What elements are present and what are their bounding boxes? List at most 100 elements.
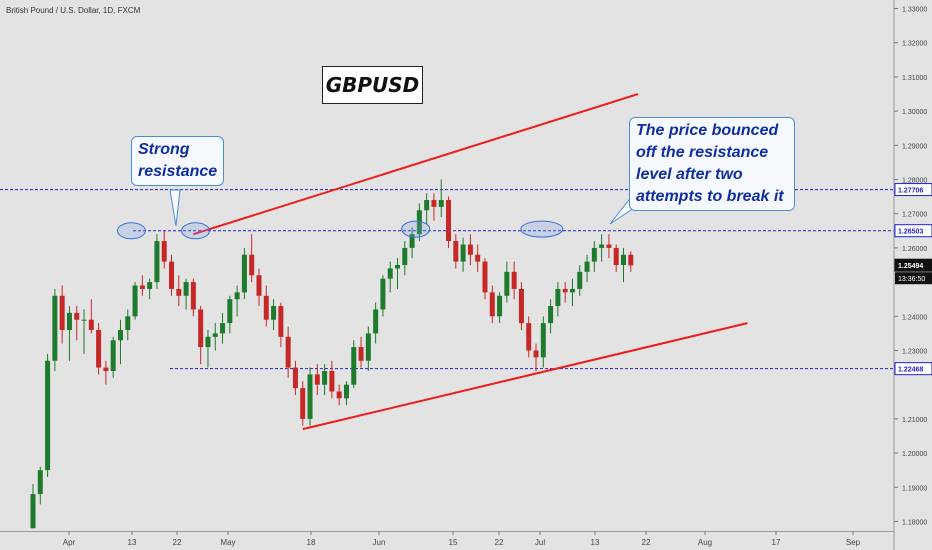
bull-candle	[117, 329, 123, 341]
bear-candle	[628, 254, 634, 266]
bear-candle	[176, 288, 182, 296]
bear-candle	[526, 323, 532, 351]
bear-candle	[329, 371, 335, 392]
bull-candle	[548, 306, 554, 324]
bear-candle	[292, 367, 298, 389]
y-tick-label: 1.31000	[902, 75, 927, 82]
y-tick-label: 1.18000	[902, 519, 927, 526]
bull-candle	[37, 470, 43, 495]
bull-candle	[380, 278, 386, 310]
bounce-callout-line: level after two	[636, 166, 743, 183]
bear-candle	[467, 244, 473, 255]
price-label-box	[894, 224, 932, 238]
bear-candle	[562, 288, 568, 293]
x-tick-label: Jun	[373, 538, 386, 547]
bear-candle	[59, 295, 65, 330]
bull-candle	[409, 234, 415, 248]
bull-candle	[30, 494, 36, 529]
y-tick-label: 1.30000	[902, 109, 927, 116]
bear-candle	[482, 261, 488, 293]
bear-candle	[453, 241, 459, 262]
bull-candle	[351, 347, 357, 385]
resistance-touch-ellipse	[116, 222, 146, 240]
x-tick-label: 15	[449, 538, 458, 547]
price-label-box	[894, 183, 932, 197]
bear-candle	[96, 329, 102, 368]
bull-candle	[591, 247, 597, 262]
x-tick-label: 22	[173, 538, 182, 547]
price-label-box	[894, 258, 932, 272]
bear-candle	[606, 244, 612, 248]
bull-candle	[322, 371, 328, 385]
resistance-touch-ellipse	[401, 220, 431, 238]
bull-candle	[577, 271, 583, 289]
symbol-label: British Pound / U.S. Dollar, 1D, FXCM	[6, 6, 141, 15]
price-label-text: 1.25494	[898, 263, 923, 270]
x-tick-label: 22	[642, 538, 651, 547]
price-label-text: 1.26503	[898, 229, 923, 236]
bear-candle	[446, 200, 452, 242]
bear-candle	[74, 312, 80, 320]
resistance-callout-line: resistance	[138, 163, 218, 180]
bear-candle	[285, 336, 291, 368]
bear-candle	[103, 367, 109, 371]
bull-candle	[212, 333, 218, 337]
bear-candle	[533, 350, 539, 358]
bull-candle	[220, 323, 226, 334]
chart-title: GBPUSD	[322, 66, 423, 104]
bull-candle	[52, 295, 58, 361]
bull-candle	[599, 244, 605, 248]
bull-candle	[424, 200, 430, 211]
countdown-label-text: 13:36:50	[898, 276, 925, 283]
x-tick-label: 17	[772, 538, 781, 547]
price-label-box	[894, 362, 932, 376]
bull-candle	[497, 295, 503, 317]
bull-candle	[584, 261, 590, 272]
bounce-callout-line: off the resistance	[636, 144, 769, 161]
y-tick-label: 1.19000	[902, 485, 927, 492]
bear-candle	[314, 374, 320, 385]
x-tick-label: May	[220, 538, 235, 547]
price-label-text: 1.27706	[898, 188, 923, 195]
x-tick-label: Sep	[846, 538, 861, 547]
x-tick-label: 13	[128, 538, 137, 547]
bull-candle	[555, 288, 561, 307]
x-tick-label: 22	[495, 538, 504, 547]
resistance-callout-pointer	[169, 189, 181, 227]
y-tick-label: 1.32000	[902, 41, 927, 48]
upper-channel-line	[193, 93, 639, 236]
bull-candle	[241, 254, 247, 293]
resistance-callout-line: Strong	[138, 141, 190, 158]
bull-candle	[66, 312, 72, 330]
bull-candle	[154, 241, 160, 283]
bull-candle	[504, 271, 510, 296]
bear-candle	[518, 288, 524, 324]
bear-candle	[256, 275, 262, 296]
bear-candle	[139, 285, 145, 289]
bull-candle	[540, 323, 546, 358]
x-tick-label: Aug	[698, 538, 712, 547]
y-tick-label: 1.24000	[902, 314, 927, 321]
y-tick-label: 1.33000	[902, 7, 927, 14]
bull-candle	[45, 360, 51, 471]
bull-candle	[569, 288, 575, 293]
resistance-touch-ellipse	[520, 220, 564, 238]
x-tick-label: Apr	[63, 538, 76, 547]
bounce-callout-line: The price bounced	[636, 122, 779, 139]
bull-candle	[205, 336, 211, 348]
bull-candle	[620, 254, 626, 265]
bear-candle	[431, 200, 437, 207]
y-tick-label: 1.26000	[902, 246, 927, 253]
bear-candle	[613, 247, 619, 265]
bull-candle	[373, 309, 379, 334]
bear-candle	[336, 391, 342, 399]
bear-candle	[249, 254, 255, 276]
bear-candle	[489, 292, 495, 317]
bull-candle	[416, 210, 422, 235]
bear-candle	[161, 241, 167, 262]
bear-candle	[300, 388, 306, 419]
bull-candle	[110, 340, 116, 371]
bear-candle	[169, 261, 175, 289]
bounce-callout-line: attempts to break it	[636, 188, 784, 205]
